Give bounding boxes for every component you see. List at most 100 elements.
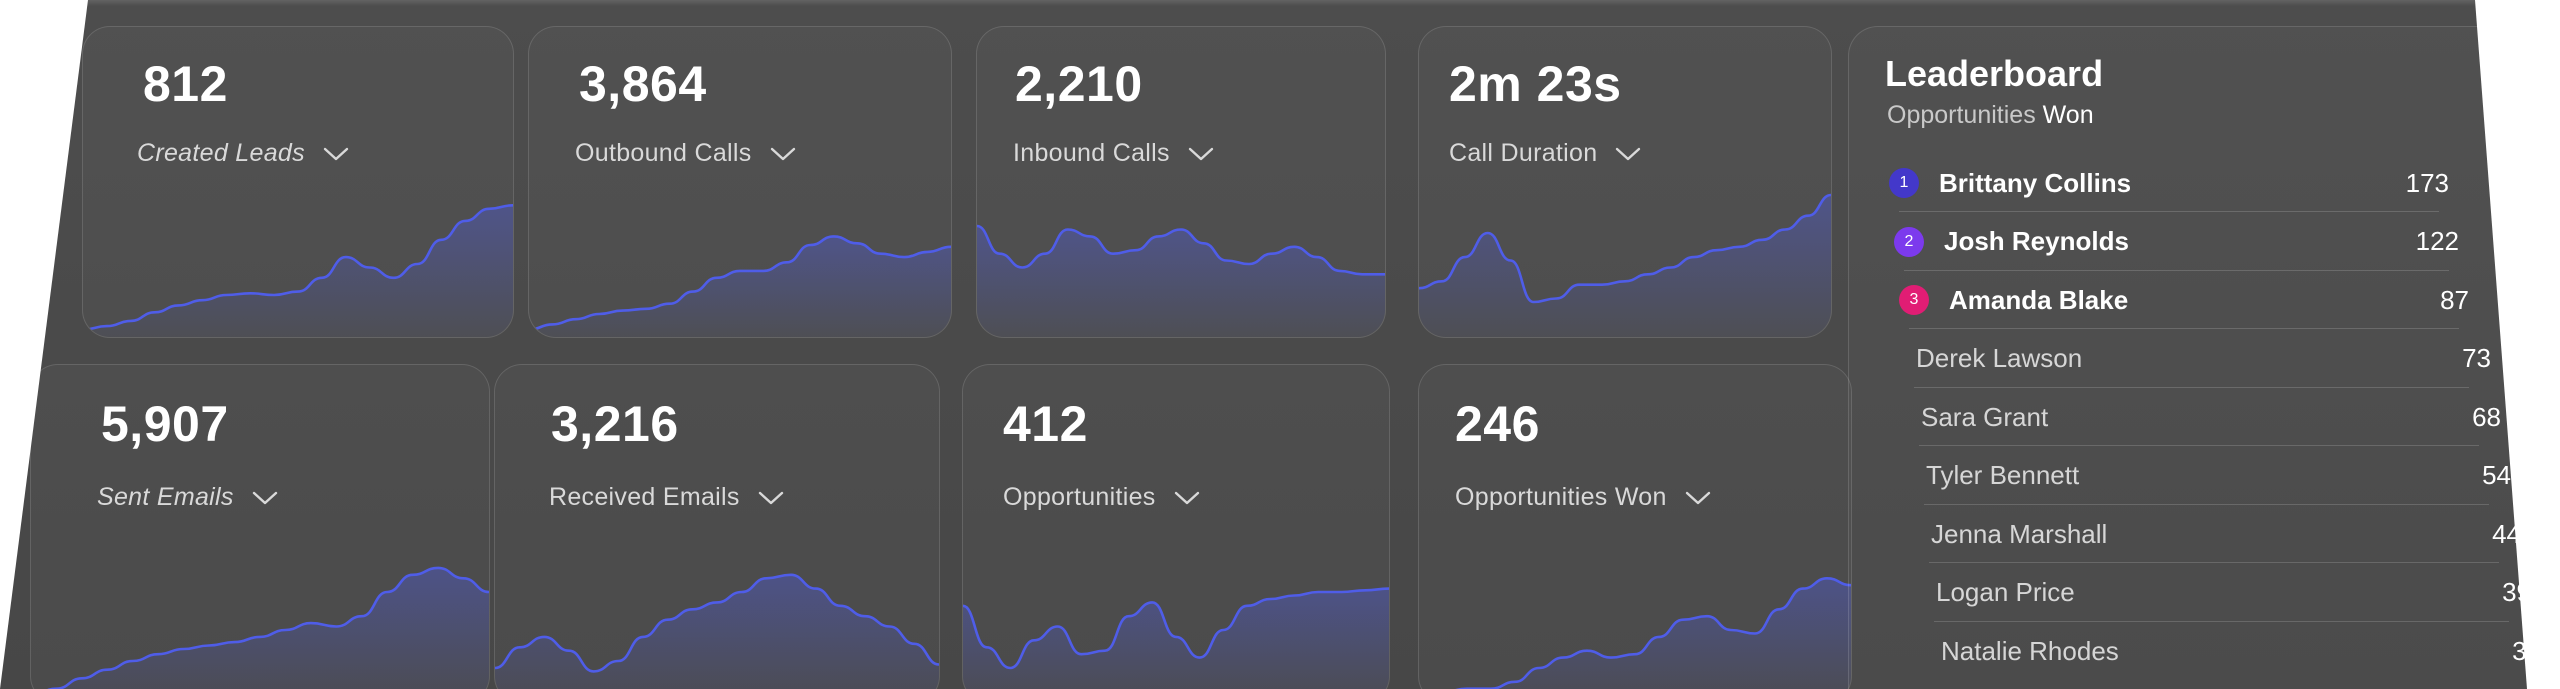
- metric-value: 246: [1455, 396, 1540, 452]
- chevron-down-icon[interactable]: [323, 146, 349, 162]
- chevron-down-icon[interactable]: [252, 490, 278, 506]
- chevron-down-icon[interactable]: [758, 490, 784, 506]
- sparkline-area: [83, 205, 513, 337]
- leaderboard-name: Derek Lawson: [1916, 343, 2083, 373]
- metric-card-sent-emails[interactable]: 5,907 Sent Emails: [30, 364, 490, 689]
- sparkline-area: [529, 236, 951, 337]
- leaderboard-subtitle-highlight: Won: [2042, 101, 2094, 129]
- metric-card-call-duration[interactable]: 2m 23s Call Duration: [1418, 26, 1832, 338]
- leaderboard-name: Josh Reynolds: [1944, 226, 2129, 256]
- metric-card-created-leads[interactable]: 812 Created Leads: [82, 26, 514, 338]
- leaderboard-name: Tyler Bennett: [1926, 460, 2080, 490]
- chevron-down-icon[interactable]: [1615, 146, 1641, 162]
- leaderboard-divider: [1904, 269, 2449, 271]
- metric-card-opportunities[interactable]: 412 Opportunities: [962, 364, 1390, 689]
- sparkline-area: [52, 567, 489, 689]
- metric-label: Opportunities: [1003, 483, 1156, 511]
- sparkline-line: [529, 235, 951, 331]
- metric-label: Opportunities Won: [1455, 483, 1667, 511]
- sparkline-area: [495, 574, 939, 689]
- metric-value: 812: [143, 56, 228, 112]
- metric-card-inbound-calls[interactable]: 2,210 Inbound Calls: [976, 26, 1386, 338]
- leaderboard-card: Leaderboard Opportunities Won 1 Brittany …: [1848, 26, 2528, 689]
- sparkline-area: [1419, 195, 1831, 337]
- metric-card-received-emails[interactable]: 3,216 Received Emails: [494, 364, 940, 689]
- leaderboard-divider: [1909, 328, 2459, 329]
- leaderboard-name: Brittany Collins: [1939, 167, 2132, 198]
- rank-badge: 3: [1899, 285, 1929, 315]
- metric-label: Sent Emails: [97, 483, 234, 511]
- sparkline-area: [963, 588, 1389, 689]
- leaderboard-name: Natalie Rhodes: [1941, 635, 2119, 666]
- sparkline-chart: [495, 573, 939, 689]
- metric-label: Inbound Calls: [1013, 139, 1170, 167]
- sparkline-chart: [963, 587, 1389, 689]
- leaderboard-score: 173: [2405, 167, 2449, 198]
- leaderboard-score: 39: [2502, 577, 2527, 607]
- sparkline-line: [83, 204, 513, 331]
- chevron-down-icon[interactable]: [1174, 490, 1200, 506]
- metric-label: Created Leads: [137, 139, 305, 167]
- leaderboard-row[interactable]: 2 Josh Reynolds 122: [1894, 222, 2459, 262]
- chevron-down-icon[interactable]: [1188, 146, 1214, 162]
- leaderboard-score: 87: [2440, 284, 2469, 315]
- leaderboard-row[interactable]: 1 Brittany Collins 173: [1889, 163, 2449, 203]
- leaderboard-row[interactable]: Derek Lawson 73: [1904, 339, 2491, 379]
- leaderboard-divider: [1924, 503, 2489, 505]
- sparkline-line: [977, 224, 1385, 276]
- leaderboard-name: Sara Grant: [1921, 401, 2049, 432]
- sparkline-line: [1419, 193, 1831, 304]
- leaderboard-subtitle-metric: Opportunities: [1887, 101, 2036, 129]
- metric-label: Received Emails: [549, 483, 740, 511]
- metric-card-outbound-calls[interactable]: 3,864 Outbound Calls: [528, 26, 952, 338]
- leaderboard-score: 73: [2462, 343, 2491, 373]
- metric-value: 2,210: [1015, 56, 1143, 112]
- metric-card-opportunities-won[interactable]: 246 Opportunities Won: [1418, 364, 1852, 689]
- leaderboard-score: 44: [2492, 518, 2521, 549]
- leaderboard-row[interactable]: Logan Price 39: [1924, 573, 2527, 613]
- leaderboard-divider: [1934, 620, 2509, 622]
- panel-rim: [88, 0, 2475, 6]
- sparkline-chart: [83, 204, 513, 337]
- leaderboard-row[interactable]: Tyler Bennett 54: [1914, 456, 2511, 496]
- sparkline-line: [963, 587, 1389, 670]
- leaderboard-title: Leaderboard: [1885, 53, 2104, 94]
- sparkline-chart: [1419, 193, 1831, 337]
- metric-label: Outbound Calls: [575, 139, 752, 167]
- metric-value: 3,216: [551, 396, 679, 452]
- metric-value: 3,864: [579, 56, 707, 112]
- sparkline-chart: [1455, 576, 1851, 689]
- sparkline-chart: [977, 224, 1385, 337]
- leaderboard-name: Amanda Blake: [1949, 284, 2129, 315]
- leaderboard-score: 68: [2472, 401, 2501, 432]
- leaderboard-subtitle: Opportunities Won: [1887, 101, 2094, 130]
- chevron-down-icon[interactable]: [770, 146, 796, 162]
- metric-value: 5,907: [101, 396, 229, 452]
- metric-value: 2m 23s: [1449, 56, 1622, 112]
- sparkline-chart: [47, 566, 489, 689]
- leaderboard-score: 31: [2512, 635, 2527, 666]
- sparkline-line: [47, 566, 489, 689]
- metric-value: 412: [1003, 396, 1088, 452]
- leaderboard-row[interactable]: Sara Grant 68: [1909, 397, 2501, 437]
- metric-label: Call Duration: [1449, 139, 1598, 167]
- leaderboard-score: 54: [2482, 460, 2511, 490]
- leaderboard-row[interactable]: Jenna Marshall 44: [1919, 514, 2521, 554]
- rank-badge: 2: [1894, 226, 1924, 257]
- leaderboard-row[interactable]: Natalie Rhodes 31: [1929, 631, 2527, 671]
- sparkline-chart: [529, 235, 951, 337]
- leaderboard-score: 122: [2415, 226, 2459, 256]
- leaderboard-row[interactable]: 3 Amanda Blake 87: [1899, 280, 2469, 320]
- chevron-down-icon[interactable]: [1685, 490, 1711, 506]
- leaderboard-divider: [1919, 445, 2479, 446]
- leaderboard-divider: [1929, 562, 2499, 563]
- sparkline-line: [495, 573, 939, 673]
- leaderboard-divider: [1899, 211, 2439, 212]
- leaderboard-divider: [1914, 386, 2469, 388]
- leaderboard-name: Logan Price: [1936, 577, 2075, 607]
- leaderboard-name: Jenna Marshall: [1931, 518, 2108, 549]
- sparkline-area: [1461, 578, 1851, 689]
- rank-badge: 1: [1889, 168, 1919, 198]
- sparkline-area: [977, 226, 1385, 337]
